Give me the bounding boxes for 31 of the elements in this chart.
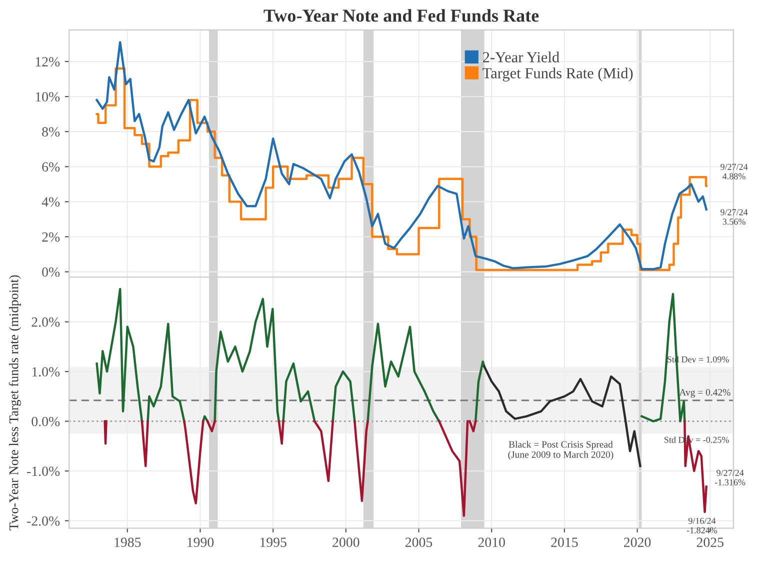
y-tick-label: 10% <box>36 92 60 102</box>
x-tick-label: 2015 <box>551 538 578 547</box>
annotation: 9/27/24 -1.316% <box>715 470 746 486</box>
chart-title: Two-Year Note and Fed Funds Rate <box>264 9 539 22</box>
y-tick-label: 8% <box>42 127 60 137</box>
y-tick-label: 0% <box>42 267 60 277</box>
y-tick-label: 6% <box>42 162 60 172</box>
y-tick-label: 12% <box>36 57 60 66</box>
legend-label: 2-Year Yield <box>483 52 560 62</box>
y-tick-label: 1.0% <box>32 367 60 377</box>
x-tick-label: 2025 <box>696 538 724 547</box>
y-tick-label: 4% <box>42 197 60 207</box>
legend-label: Target Funds Rate (Mid) <box>482 68 633 82</box>
annotation: 9/27/24 4.88% <box>720 164 748 180</box>
line-series <box>483 365 642 468</box>
y-tick-label: 2.0% <box>32 317 60 327</box>
x-tick-label: 1985 <box>114 538 141 547</box>
y-tick-label: -2.0% <box>27 516 60 526</box>
x-tick-label: 1995 <box>260 538 286 547</box>
annotation: Black = Post Crisis Spread (June 2009 to March 2020) <box>508 440 614 460</box>
y-tick-label: 0.0% <box>32 416 60 426</box>
y-tick-label: -1.0% <box>27 466 60 476</box>
x-tick-label: 2010 <box>478 538 505 547</box>
x-tick-label: 2020 <box>624 538 651 547</box>
x-tick-label: 2000 <box>332 538 360 547</box>
y-axis-title: Two-Year Note less Target funds rate (midpoint) <box>8 275 21 530</box>
annotation: 9/27/24 3.56% <box>720 209 748 225</box>
ref-line-label: Avg = 0.42% <box>679 389 730 398</box>
x-tick-label: 1990 <box>188 538 214 547</box>
x-tick-label: 2005 <box>405 538 432 547</box>
y-tick-label: 2% <box>42 232 60 242</box>
